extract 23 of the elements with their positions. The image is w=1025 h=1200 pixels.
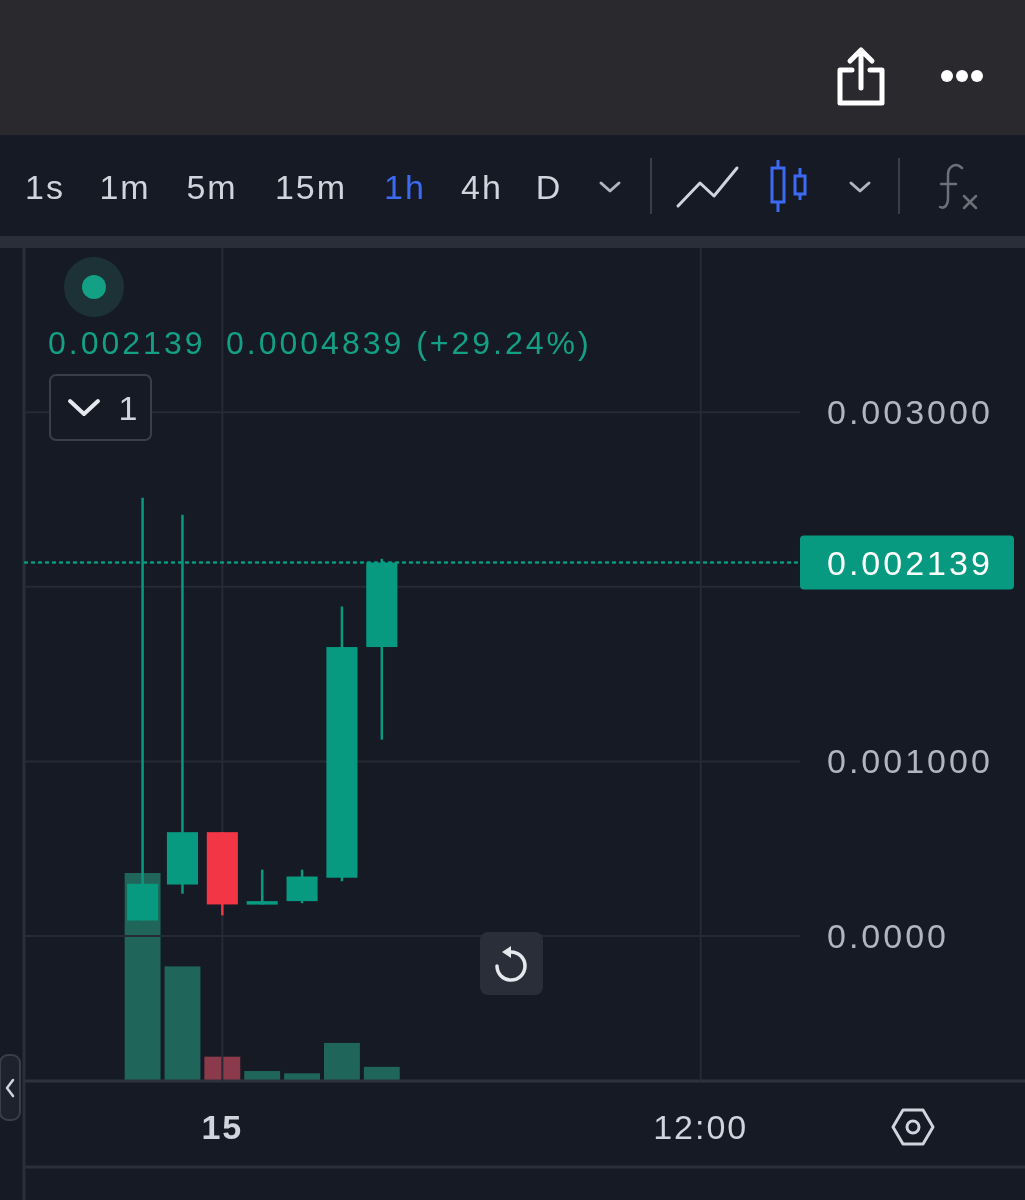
text: D — [535, 168, 563, 206]
annotation: 0.002139 — [48, 325, 206, 361]
bar — [324, 1042, 360, 1081]
x-tick-label: 12:00 — [653, 1108, 749, 1146]
text: 4h — [461, 168, 503, 206]
ref-line-label: 0.002139 — [827, 543, 993, 582]
text: 1s — [25, 168, 65, 206]
y-tick-label: 0.003000 — [827, 393, 993, 432]
text: 5m — [186, 168, 238, 206]
annotation: 0.0004839 (+29.24%) — [226, 325, 592, 361]
text: 15m — [274, 168, 348, 206]
bar — [284, 1073, 321, 1081]
text: 1m — [99, 168, 151, 206]
bar — [363, 1066, 400, 1081]
candlestick — [246, 868, 278, 906]
text: 1h — [384, 168, 426, 206]
x-tick-label: 15 — [201, 1108, 244, 1146]
annotation: 1 — [118, 389, 138, 427]
y-tick-label: 0.0000 — [827, 917, 949, 956]
bar — [244, 1071, 281, 1081]
bar — [204, 1056, 241, 1081]
y-tick-label: 0.001000 — [827, 742, 993, 781]
bar — [164, 966, 201, 1081]
